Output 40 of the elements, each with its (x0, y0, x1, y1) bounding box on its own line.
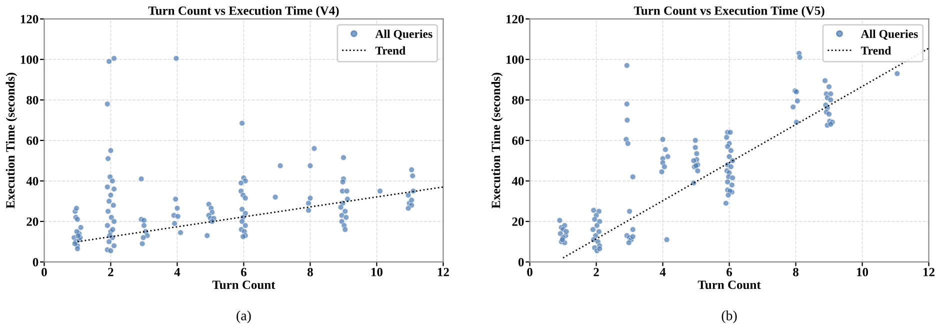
chart-title: Turn Count vs Execution Time (V4) (148, 6, 339, 18)
x-tick-label: 10 (857, 268, 868, 276)
y-tick-label: 80 (512, 96, 524, 104)
x-axis-title: Turn Count (698, 280, 761, 290)
legend-label: Trend (375, 46, 406, 55)
y-tick-label: 20 (512, 217, 524, 226)
y-axis-title: Execution Time (seconds) (6, 72, 18, 208)
y-tick-label: 40 (26, 176, 38, 186)
x-tick-label: 8 (793, 268, 798, 276)
legend-label: All Queries (860, 30, 918, 40)
y-tick-label: 100 (20, 55, 38, 64)
x-tick-label: 10 (371, 268, 382, 276)
x-axis-title: Turn Count (212, 280, 276, 290)
y-tick-label: 40 (512, 176, 524, 186)
y-tick-label: 0 (518, 258, 524, 266)
y-tick-label: 80 (26, 96, 38, 104)
x-tick-label: 2 (594, 268, 599, 276)
y-tick-label: 120 (20, 14, 38, 24)
chart-title: Turn Count vs Execution Time (V5) (634, 6, 824, 18)
y-axis-title: Execution Time (seconds) (491, 72, 503, 208)
y-tick-label: 120 (506, 14, 524, 24)
x-tick-label: 2 (108, 268, 114, 276)
y-tick-label: 100 (506, 55, 524, 64)
legend-label: All Queries (375, 30, 432, 40)
x-tick-label: 8 (308, 268, 313, 276)
x-tick-label: 6 (241, 268, 246, 276)
x-tick-label: 0 (527, 268, 532, 276)
x-tick-label: 0 (42, 268, 47, 276)
x-tick-label: 4 (174, 268, 180, 276)
x-tick-label: 4 (660, 268, 666, 276)
text: (a) (236, 310, 251, 324)
x-tick-label: 6 (726, 268, 732, 276)
x-tick-label: 12 (924, 268, 934, 276)
y-tick-label: 60 (512, 136, 524, 145)
y-tick-label: 0 (32, 258, 38, 266)
x-tick-label: 12 (438, 268, 449, 276)
y-tick-label: 60 (26, 136, 38, 145)
text: (b) (722, 310, 737, 324)
legend-label: Trend (860, 46, 892, 55)
y-tick-label: 20 (26, 217, 38, 226)
